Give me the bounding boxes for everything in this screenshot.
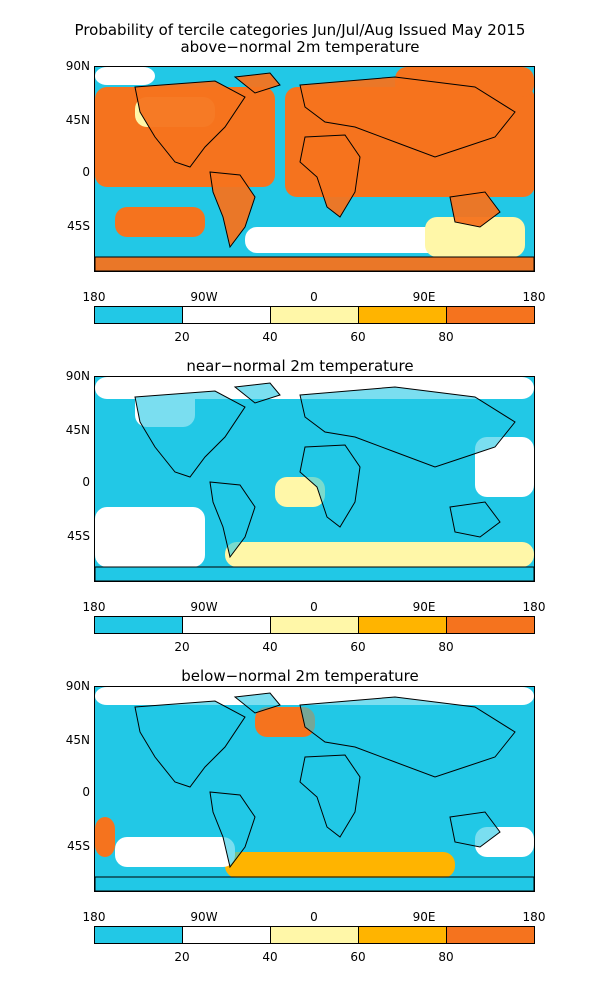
latitude-label: 0 [82, 475, 90, 489]
colorbar-segment [358, 307, 446, 323]
world-map [94, 66, 535, 272]
longitude-label: 180 [82, 910, 106, 924]
colorbar-label: 60 [350, 640, 366, 654]
longitude-label: 0 [310, 600, 318, 614]
colorbar-label: 40 [262, 950, 278, 964]
colorbar-segment [95, 307, 182, 323]
colorbar-segment [182, 617, 270, 633]
longitude-label: 180 [82, 600, 106, 614]
main-title: Probability of tercile categories Jun/Ju… [74, 21, 526, 39]
colorbar-label: 20 [174, 640, 190, 654]
colorbar-label: 60 [350, 950, 366, 964]
longitude-label: 0 [310, 910, 318, 924]
longitude-label: 0 [310, 290, 318, 304]
colorbar-segment [182, 927, 270, 943]
colorbar-segment [95, 617, 182, 633]
colorbar-label: 20 [174, 330, 190, 344]
longitude-label: 90E [412, 600, 436, 614]
longitude-label: 90E [412, 290, 436, 304]
colorbar-label: 80 [438, 330, 454, 344]
panel-subtitle: above−normal 2m temperature [180, 38, 420, 56]
longitude-label: 90W [190, 910, 218, 924]
longitude-label: 180 [522, 600, 546, 614]
latitude-label: 0 [82, 165, 90, 179]
longitude-label: 180 [82, 290, 106, 304]
latitude-label: 45S [67, 529, 90, 543]
colorbar-segment [270, 927, 358, 943]
panel-subtitle: below−normal 2m temperature [181, 667, 419, 685]
longitude-label: 90E [412, 910, 436, 924]
colorbar-label: 40 [262, 330, 278, 344]
colorbar-segment [446, 307, 534, 323]
latitude-label: 45N [65, 733, 90, 747]
colorbar-label: 60 [350, 330, 366, 344]
colorbar-segment [270, 617, 358, 633]
longitude-label: 180 [522, 910, 546, 924]
panel-subtitle: near−normal 2m temperature [186, 357, 414, 375]
latitude-label: 45S [67, 219, 90, 233]
latitude-label: 45N [65, 423, 90, 437]
colorbar-segment [446, 617, 534, 633]
colorbar-segment [182, 307, 270, 323]
colorbar-label: 80 [438, 950, 454, 964]
world-map [94, 686, 535, 892]
colorbar-segment [358, 927, 446, 943]
latitude-label: 45S [67, 839, 90, 853]
longitude-label: 90W [190, 600, 218, 614]
colorbar-label: 80 [438, 640, 454, 654]
colorbar-segment [270, 307, 358, 323]
colorbar [94, 306, 535, 324]
latitude-label: 90N [65, 59, 90, 73]
colorbar [94, 926, 535, 944]
colorbar-label: 40 [262, 640, 278, 654]
colorbar-label: 20 [174, 950, 190, 964]
latitude-label: 90N [65, 369, 90, 383]
latitude-label: 0 [82, 785, 90, 799]
longitude-label: 90W [190, 290, 218, 304]
world-map [94, 376, 535, 582]
latitude-label: 90N [65, 679, 90, 693]
colorbar-segment [95, 927, 182, 943]
colorbar [94, 616, 535, 634]
latitude-label: 45N [65, 113, 90, 127]
colorbar-segment [358, 617, 446, 633]
longitude-label: 180 [522, 290, 546, 304]
colorbar-segment [446, 927, 534, 943]
